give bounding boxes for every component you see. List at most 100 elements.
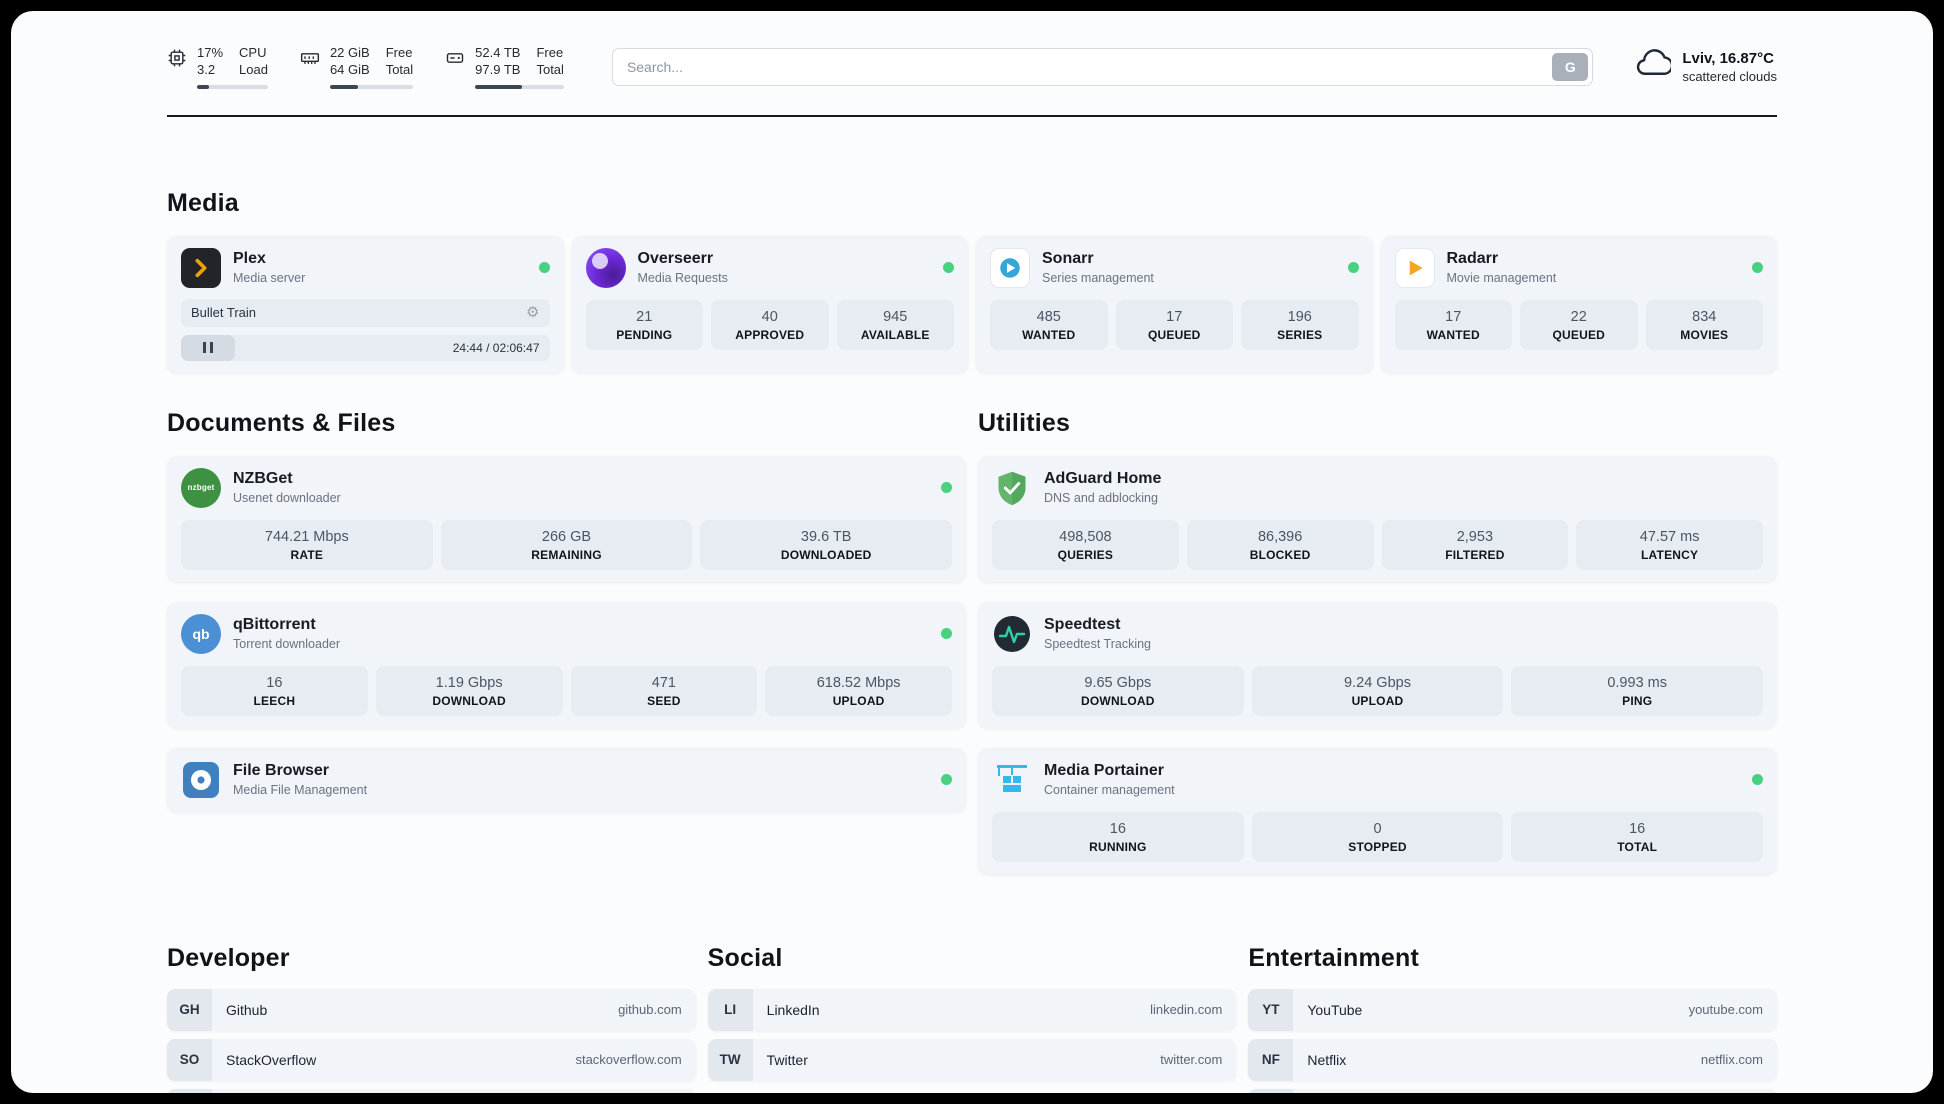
- stat-box: 834 MOVIES: [1645, 299, 1763, 350]
- stat-box: 945 AVAILABLE: [836, 299, 954, 350]
- bookmark-name: Github: [226, 1001, 268, 1018]
- sonarr-icon: [990, 247, 1030, 288]
- stat-box: 39.6 TB DOWNLOADED: [700, 519, 953, 570]
- disk-free-label: Free: [536, 45, 564, 60]
- portainer-card[interactable]: Media Portainer Container management 16 …: [978, 747, 1777, 874]
- pause-button[interactable]: [181, 334, 235, 361]
- ram-icon: [300, 48, 320, 73]
- gear-icon[interactable]: ⚙: [526, 304, 540, 322]
- app-name: Speedtest: [1044, 616, 1121, 634]
- bookmark-netflix[interactable]: NF Netflix netflix.com: [1248, 1038, 1777, 1081]
- adguard-card[interactable]: AdGuard Home DNS and adblocking 498,508 …: [978, 455, 1777, 582]
- cpu-progress-track: [197, 84, 268, 89]
- stat-box: 22 QUEUED: [1520, 299, 1638, 350]
- plex-icon: [181, 247, 221, 288]
- now-playing-bar: Bullet Train ⚙: [181, 298, 550, 327]
- now-playing-title: Bullet Train: [191, 305, 257, 321]
- filebrowser-card[interactable]: File Browser Media File Management: [167, 747, 966, 812]
- bookmark-name: Netflix: [1307, 1051, 1347, 1068]
- app-subtitle: Media File Management: [233, 783, 368, 798]
- status-dot: [941, 774, 952, 786]
- nzbget-icon: nzbget: [181, 467, 221, 508]
- search-engine-button[interactable]: G: [1552, 52, 1589, 81]
- bookmark-abbr: YT: [1248, 988, 1294, 1031]
- app-subtitle: Speedtest Tracking: [1044, 637, 1152, 652]
- stat-box: 485 WANTED: [990, 299, 1108, 350]
- ram-total-value: 64 GiB: [329, 61, 370, 77]
- app-name: NZBGet: [233, 470, 293, 488]
- stat-box: 9.65 Gbps DOWNLOAD: [992, 665, 1244, 716]
- status-dot: [941, 628, 952, 640]
- bookmark-abbr: GH: [167, 988, 212, 1031]
- entertainment-section: Entertainment YT YouTube youtube.com NF …: [1248, 944, 1777, 1093]
- plex-card[interactable]: Plex Media server Bullet Train ⚙ 24:44 /…: [167, 235, 564, 373]
- stat-box: 744.21 Mbps RATE: [181, 519, 433, 570]
- bookmark-url: netflix.com: [1700, 1052, 1763, 1068]
- bookmark-name: StackOverflow: [226, 1051, 317, 1068]
- overseerr-card[interactable]: Overseerr Media Requests 21 PENDING 40 A…: [571, 235, 968, 373]
- qbittorrent-card[interactable]: qb qBittorrent Torrent downloader 16 LEE…: [167, 601, 966, 728]
- bookmark-dev[interactable]: DT DEV dev.to: [167, 1088, 696, 1093]
- app-subtitle: Usenet downloader: [233, 491, 341, 506]
- disk-total-value: 97.9 TB: [475, 61, 521, 77]
- status-dot: [1347, 262, 1359, 274]
- app-name: Sonarr: [1042, 250, 1094, 268]
- ram-widget: 22 GiB 64 GiB Free Total: [300, 45, 414, 89]
- developer-section: Developer GH Github github.com SO StackO…: [167, 944, 696, 1093]
- bookmark-url: stackoverflow.com: [575, 1052, 682, 1068]
- stat-box: 196 SERIES: [1241, 299, 1359, 350]
- cpu-widget: 17% 3.2 CPU Load: [167, 45, 268, 89]
- stat-box: 0 STOPPED: [1251, 811, 1504, 862]
- filebrowser-icon: [181, 760, 221, 800]
- media-grid: Plex Media server Bullet Train ⚙ 24:44 /…: [167, 235, 1777, 373]
- playback-progress-bar[interactable]: 24:44 / 02:06:47: [181, 334, 550, 361]
- speedtest-card[interactable]: Speedtest Speedtest Tracking 9.65 Gbps D…: [978, 601, 1777, 728]
- section-title-social: Social: [707, 943, 783, 972]
- stat-box: 498,508 QUERIES: [992, 519, 1179, 570]
- search-input[interactable]: [611, 47, 1594, 86]
- bookmark-abbr: RE: [1248, 1088, 1294, 1093]
- app-subtitle: Container management: [1044, 783, 1175, 798]
- stat-box: 618.52 Mbps UPLOAD: [765, 665, 952, 716]
- stat-box: 0.993 ms PING: [1511, 665, 1764, 716]
- app-name: File Browser: [233, 762, 330, 780]
- stat-box: 17 WANTED: [1394, 299, 1512, 350]
- app-name: Plex: [233, 250, 266, 268]
- stat-box: 471 SEED: [570, 665, 758, 716]
- status-dot: [941, 482, 952, 494]
- cpu-load-label: Load: [239, 61, 268, 77]
- section-title-developer: Developer: [167, 943, 290, 972]
- nzbget-card[interactable]: nzbget NZBGet Usenet downloader 744.21 M…: [167, 455, 966, 582]
- bookmark-name: LinkedIn: [766, 1001, 820, 1018]
- app-name: qBittorrent: [233, 616, 316, 634]
- radarr-card[interactable]: Radarr Movie management 17 WANTED 22 QUE…: [1380, 235, 1777, 373]
- disk-progress-track: [475, 84, 564, 89]
- cloud-icon: [1635, 46, 1674, 87]
- weather-widget: Lviv, 16.87°C scattered clouds: [1635, 46, 1777, 87]
- stat-box: 16 TOTAL: [1511, 811, 1764, 862]
- bookmark-github[interactable]: GH Github github.com: [167, 988, 696, 1031]
- bookmark-url: youtube.com: [1688, 1002, 1763, 1018]
- bookmark-linkedin[interactable]: LI LinkedIn linkedin.com: [707, 988, 1237, 1031]
- ram-free-label: Free: [385, 45, 413, 60]
- stat-box: 17 QUEUED: [1115, 299, 1233, 350]
- app-name: Overseerr: [637, 250, 714, 268]
- cpu-progress-fill: [197, 84, 210, 89]
- bookmark-youtube[interactable]: YT YouTube youtube.com: [1248, 988, 1777, 1031]
- disk-widget: 52.4 TB 97.9 TB Free Total: [445, 45, 564, 89]
- adguard-icon: [992, 468, 1032, 508]
- section-title-media: Media: [167, 188, 239, 217]
- bookmark-reddit[interactable]: RE Reddit reddit.com: [1248, 1088, 1777, 1093]
- bookmark-stackoverflow[interactable]: SO StackOverflow stackoverflow.com: [167, 1038, 696, 1081]
- social-section: Social LI LinkedIn linkedin.com TW Twitt…: [707, 943, 1237, 1081]
- status-dot: [538, 262, 550, 274]
- bookmark-name: YouTube: [1307, 1001, 1363, 1018]
- bookmark-url: linkedin.com: [1150, 1002, 1223, 1018]
- bookmark-abbr: TW: [707, 1038, 753, 1081]
- bookmark-twitter[interactable]: TW Twitter twitter.com: [707, 1038, 1237, 1081]
- status-dot: [1752, 262, 1763, 274]
- sonarr-card[interactable]: Sonarr Series management 485 WANTED 17 Q…: [976, 235, 1373, 373]
- status-dot: [1752, 774, 1763, 786]
- speedtest-icon: [992, 614, 1032, 654]
- utilities-column: Utilities AdGuard Home: [978, 409, 1777, 874]
